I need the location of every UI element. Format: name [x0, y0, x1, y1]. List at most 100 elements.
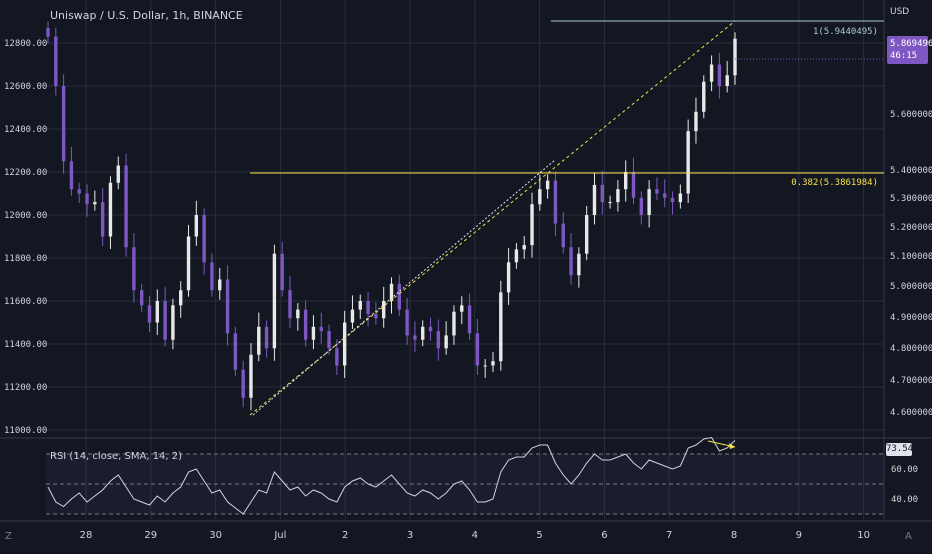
- left-axis-tick: 12000.00: [4, 211, 47, 221]
- candle-body: [132, 247, 136, 291]
- candle-body: [467, 305, 472, 334]
- candle-body: [335, 348, 339, 366]
- candle-body: [288, 290, 292, 319]
- left-axis-tick: 12400.00: [4, 125, 47, 135]
- candle-body: [249, 354, 253, 398]
- candle-body: [296, 309, 300, 319]
- candle-body: [374, 313, 378, 319]
- candle-body: [381, 301, 386, 319]
- rsi-axis-tick: 60.00: [891, 465, 918, 475]
- last-price-value: 5.8694963: [890, 39, 932, 49]
- candle-body: [592, 184, 597, 215]
- candle-body: [491, 361, 495, 366]
- left-axis-tick: 12800.00: [4, 39, 47, 49]
- candle-body: [631, 172, 636, 198]
- candle-body: [506, 262, 511, 293]
- candle-body: [530, 204, 534, 246]
- candle-body: [624, 172, 628, 190]
- right-axis-tick: 4.7000000: [890, 376, 932, 386]
- timezone-button[interactable]: Z: [5, 531, 12, 542]
- candle-body: [366, 301, 370, 314]
- candle-body: [61, 86, 66, 162]
- candle-body: [678, 193, 683, 203]
- x-axis-tick: 2: [342, 530, 348, 541]
- candle-body: [124, 165, 128, 248]
- candle-body: [561, 223, 565, 248]
- fib-label-1: 1(5.9440495): [812, 27, 878, 37]
- candle-body: [116, 165, 120, 183]
- x-axis-tick: 6: [601, 530, 607, 541]
- candle-body: [186, 236, 191, 291]
- candle-body: [85, 193, 89, 205]
- x-axis-tick: 3: [407, 530, 413, 541]
- candle-body: [202, 215, 206, 263]
- candle-body: [303, 309, 308, 340]
- candle-body: [108, 182, 113, 237]
- rsi-value-badge: 73.54: [886, 443, 914, 456]
- trend-line-dotted: [252, 159, 556, 416]
- candle-body: [218, 279, 222, 291]
- candle-body: [499, 292, 503, 362]
- right-axis-tick: 5.6000000: [890, 110, 932, 120]
- x-axis-tick: 8: [731, 530, 737, 541]
- auto-scale-button[interactable]: A: [905, 531, 912, 542]
- candle-body: [452, 311, 456, 336]
- candle-body: [155, 301, 159, 323]
- candle-body: [77, 189, 81, 194]
- x-axis-tick: 30: [209, 530, 222, 541]
- x-axis-tick: 28: [80, 530, 93, 541]
- candle-body: [342, 322, 347, 366]
- candle-body: [405, 309, 409, 336]
- candle-body: [655, 189, 659, 194]
- candle-body: [210, 262, 214, 291]
- candle-body: [639, 197, 644, 215]
- left-axis-tick: 11600.00: [4, 297, 47, 307]
- candle-body: [163, 301, 167, 340]
- x-axis-tick: 7: [666, 530, 672, 541]
- left-axis-tick: 11200.00: [4, 383, 47, 393]
- left-axis-tick: 12600.00: [4, 82, 47, 92]
- candle-body: [413, 335, 417, 340]
- bar-countdown: 46:15: [890, 51, 918, 61]
- candle-body: [725, 75, 729, 86]
- candle-body: [584, 215, 589, 254]
- x-axis-tick: 4: [472, 530, 478, 541]
- rsi-line: [47, 436, 736, 515]
- candle-body: [733, 38, 737, 76]
- right-axis-tick: 4.9000000: [890, 313, 932, 323]
- candle-body: [553, 180, 558, 224]
- last-price-badge: 5.8694963 46:15: [887, 36, 932, 64]
- right-axis-tick: 4.6000000: [890, 408, 932, 418]
- x-axis-tick: 9: [796, 530, 802, 541]
- candle-body: [327, 331, 331, 349]
- left-axis-tick: 11800.00: [4, 254, 47, 264]
- rsi-divergence-arrowhead: [729, 443, 735, 449]
- candle-body: [389, 283, 394, 301]
- candle-body: [233, 333, 238, 370]
- candle-body: [69, 161, 74, 190]
- candle-body: [600, 184, 604, 203]
- candle-body: [139, 290, 144, 306]
- candle-body: [483, 365, 487, 367]
- fib-label-0382: 0.382(5.3861984): [791, 178, 878, 188]
- candle-body: [147, 305, 152, 323]
- candle-body: [194, 215, 199, 237]
- left-axis-tick: 11400.00: [4, 340, 47, 350]
- candle-body: [350, 309, 355, 323]
- right-axis-tick: 5.0000000: [890, 282, 932, 292]
- right-axis-tick: 4.8000000: [890, 344, 932, 354]
- x-axis-tick: 29: [144, 530, 157, 541]
- candle-body: [444, 335, 448, 349]
- right-axis-tick: 5.4000000: [890, 166, 932, 176]
- candle-body: [522, 245, 526, 250]
- candle-body: [647, 189, 651, 215]
- candle-body: [280, 253, 284, 291]
- candle-body: [545, 180, 550, 190]
- x-axis-tick: 5: [536, 530, 542, 541]
- candle-body: [436, 331, 441, 349]
- candle-body: [608, 202, 612, 204]
- candle-body: [241, 369, 245, 398]
